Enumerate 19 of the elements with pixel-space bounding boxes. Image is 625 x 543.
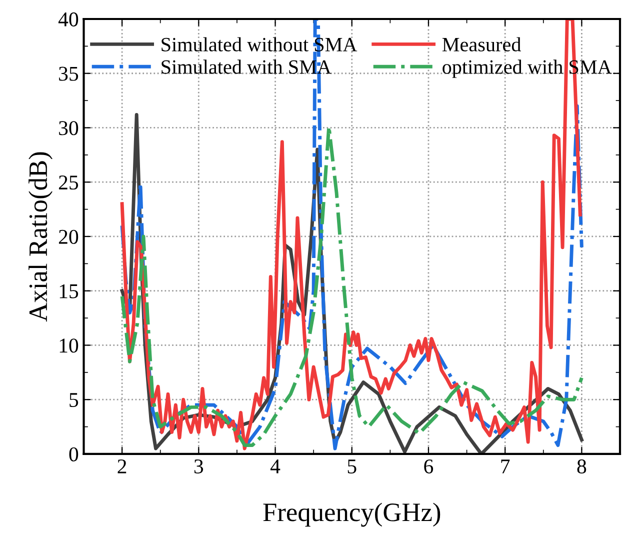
x-tick-label: 6 xyxy=(424,459,434,474)
x-axis-title: Frequency(GHz) xyxy=(263,502,440,527)
y-tick-label: 35 xyxy=(59,66,78,81)
y-tick-label: 10 xyxy=(60,338,78,353)
y-tick-label: 25 xyxy=(58,176,78,190)
y-tick-label: 40 xyxy=(58,12,78,26)
x-tick-label: 3 xyxy=(194,459,204,474)
y-tick-label: 15 xyxy=(60,284,78,298)
x-tick-label: 4 xyxy=(270,460,280,474)
y-tick-label: 30 xyxy=(59,121,78,136)
y-tick-label: 5 xyxy=(70,393,78,408)
y-tick-label: 20 xyxy=(58,230,78,244)
x-tick-label: 5 xyxy=(348,460,356,474)
x-tick-label: 8 xyxy=(577,459,586,474)
x-tick-label: 2 xyxy=(118,459,126,474)
legend-label: Measured xyxy=(442,37,521,52)
y-axis-title: Axial Ratio(dB) xyxy=(28,152,52,322)
x-tick-label: 7 xyxy=(501,460,510,474)
y-tick-label: 0 xyxy=(69,447,78,462)
